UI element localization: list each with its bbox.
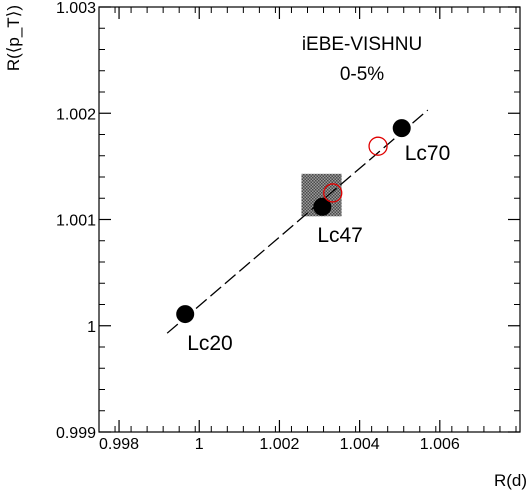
data-points <box>176 119 411 324</box>
x-tick-label: 0.998 <box>99 436 139 453</box>
y-axis-title: R(⟨p_T⟩) <box>4 5 23 71</box>
open-point <box>323 183 343 203</box>
point-label: Lc20 <box>187 332 233 355</box>
y-tick-label: 1.002 <box>56 106 96 123</box>
y-tick-label: 1.003 <box>56 0 96 17</box>
x-tick-label: 1.002 <box>259 436 299 453</box>
point-label: Lc47 <box>317 224 363 247</box>
y-tick-label: 1 <box>87 319 96 336</box>
annotation-centrality: 0-5% <box>340 64 384 85</box>
x-tick-label: 1 <box>195 436 204 453</box>
y-tick-label: 1.001 <box>56 213 96 230</box>
filled-point <box>176 305 195 324</box>
annotation-model: iEBE-VISHNU <box>302 34 422 55</box>
fit-line <box>166 109 429 334</box>
axis-ticks <box>99 6 520 433</box>
filled-point <box>313 197 332 216</box>
y-tick-label: 0.999 <box>56 425 96 442</box>
point-label: Lc70 <box>405 142 451 165</box>
filled-point <box>392 119 411 138</box>
open-point <box>368 136 388 156</box>
point-labels: Lc20 Lc47 Lc70 <box>187 142 450 355</box>
x-tick-label: 1.004 <box>340 436 380 453</box>
x-axis-title: R(d) <box>494 471 527 490</box>
x-tick-label: 1.006 <box>420 436 460 453</box>
plot-frame <box>98 6 521 433</box>
tick-labels: 0.998 1 1.002 1.004 1.006 0.999 1 1.001 1.002 1.0… <box>56 0 460 453</box>
